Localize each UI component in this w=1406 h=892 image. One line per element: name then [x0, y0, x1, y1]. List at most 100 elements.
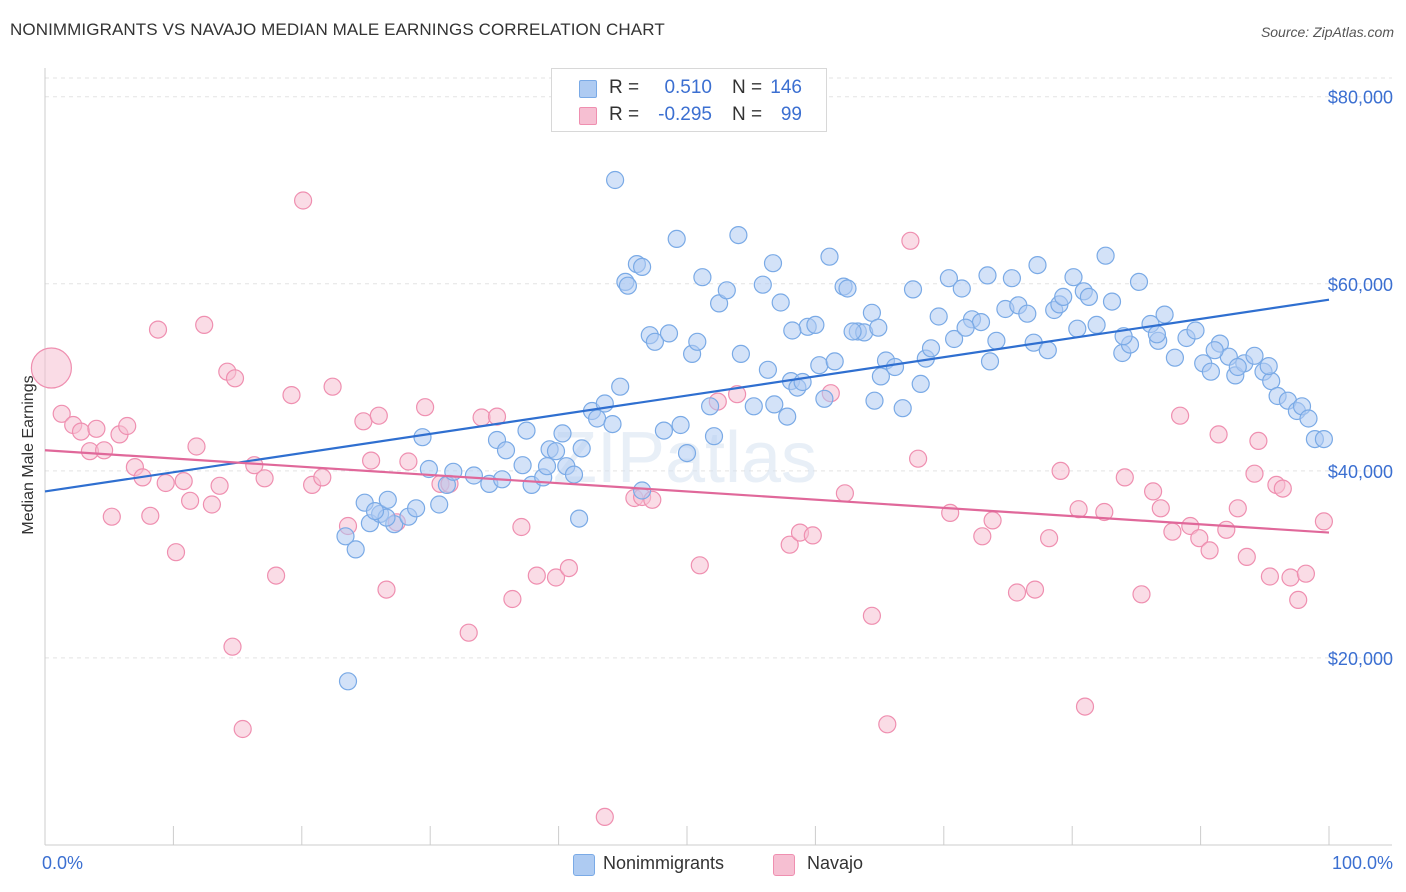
nonimmigrants-point: [1299, 409, 1318, 428]
nonimmigrants-point: [365, 502, 385, 521]
nonimmigrants-point: [952, 279, 971, 298]
navajo-point: [1260, 567, 1280, 586]
navajo-point: [1095, 502, 1114, 522]
nonimmigrants-point: [688, 332, 707, 351]
legend-row-navajo: R = -0.295 N = 99: [552, 101, 826, 129]
nonimmigrants-point: [911, 374, 930, 393]
navajo-point: [1181, 516, 1200, 536]
navajo-point: [472, 408, 491, 427]
navajo-point: [416, 398, 435, 417]
nonimmigrants-point: [1096, 246, 1115, 265]
navajo-point: [282, 386, 301, 405]
navajo-point: [30, 347, 73, 389]
navajo-point: [803, 526, 822, 545]
nonimmigrants-point: [413, 428, 432, 447]
nonimmigrants-point: [825, 352, 844, 371]
nonimmigrants-point: [654, 421, 674, 440]
nonimmigrants-point: [1064, 268, 1083, 287]
y-tick-label: $20,000: [1328, 649, 1393, 669]
navajo-point: [102, 507, 121, 526]
nonimmigrants-point: [765, 395, 784, 414]
navajo-point: [148, 320, 168, 339]
legend-r-value: 0.510: [664, 77, 712, 98]
legend-label-navajo: Navajo: [807, 853, 864, 873]
nonimmigrants-point: [929, 307, 948, 326]
navajo-point: [267, 566, 286, 585]
navajo-point: [156, 473, 175, 493]
nonimmigrants-point: [771, 293, 790, 312]
nonimmigrants-point: [758, 360, 778, 379]
nonimmigrants-point: [1102, 292, 1122, 311]
navajo-point: [369, 406, 388, 425]
nonimmigrants-point: [1068, 319, 1087, 338]
nonimmigrants-point: [1038, 341, 1057, 360]
navajo-point: [690, 556, 709, 575]
navajo-point: [1217, 520, 1236, 539]
nonimmigrants-point: [763, 254, 783, 273]
legend-swatch-blue: [573, 854, 595, 876]
nonimmigrants-point: [667, 229, 686, 248]
navajo-point: [546, 568, 566, 587]
nonimmigrants-point: [587, 409, 607, 428]
navajo-point: [118, 416, 137, 436]
navajo-point: [512, 517, 531, 537]
nonimmigrants-point: [569, 509, 589, 528]
legend-n-label: N =: [732, 104, 763, 125]
chart-title: NONIMMIGRANTS VS NAVAJO MEDIAN MALE EARN…: [10, 20, 665, 39]
nonimmigrants-point: [729, 226, 748, 245]
nonimmigrants-point: [1228, 357, 1247, 377]
y-tick-label: $40,000: [1328, 462, 1393, 482]
navajo-point: [187, 437, 206, 456]
navajo-point: [202, 495, 221, 514]
nonimmigrants-point: [903, 280, 923, 299]
legend-r-label: R =: [609, 77, 640, 98]
navajo-point: [1115, 468, 1134, 487]
nonimmigrants-point: [980, 352, 1000, 371]
navajo-point: [1007, 583, 1027, 602]
nonimmigrants-point: [783, 321, 802, 340]
navajo-point: [908, 449, 928, 468]
tick-labels: $20,000 $40,000 $60,000 $80,000 0.0% 100.0%: [42, 88, 1393, 873]
navajo-trend-line: [44, 449, 1330, 534]
navajo-point: [1143, 482, 1163, 501]
legend-r-label: R =: [609, 104, 640, 125]
nonimmigrants-point: [939, 269, 959, 288]
nonimmigrants-trend-line: [44, 298, 1330, 493]
y-tick-label: $60,000: [1328, 275, 1393, 295]
navajo-point: [1170, 406, 1190, 425]
navajo-point: [294, 191, 313, 210]
navajo-point: [1281, 568, 1300, 587]
nonimmigrants-point: [632, 257, 652, 276]
nonimmigrants-point: [1165, 348, 1185, 367]
nonimmigrants-point: [1205, 341, 1224, 360]
legend-r-value: -0.295: [658, 104, 712, 125]
correlation-legend: R = 0.510 N = 146 R = -0.295 N = 99: [551, 68, 827, 132]
x-tick-label: 0.0%: [42, 853, 83, 873]
nonimmigrants-point: [496, 441, 516, 460]
nonimmigrants-point: [336, 527, 355, 546]
navajo-point: [1209, 425, 1228, 444]
nonimmigrants-point: [731, 344, 751, 363]
nonimmigrants-point: [605, 170, 625, 190]
nonimmigrants-point: [1147, 325, 1167, 344]
navajo-point: [233, 719, 252, 739]
nonimmigrants-point: [1054, 287, 1073, 306]
navajo-point: [1190, 529, 1209, 548]
legend-swatch-blue: [579, 80, 597, 98]
nonimmigrants-point: [632, 481, 652, 500]
nonimmigrants-point: [753, 275, 772, 294]
navajo-point: [1296, 564, 1316, 583]
nonimmigrants-point: [517, 421, 536, 440]
nonimmigrants-point: [793, 372, 812, 392]
nonimmigrants-point: [1314, 430, 1334, 449]
nonimmigrants-point: [704, 427, 724, 446]
navajo-point: [225, 369, 245, 388]
nonimmigrants-point: [659, 324, 679, 343]
navajo-point: [1228, 499, 1247, 518]
nonimmigrants-point: [869, 318, 888, 337]
nonimmigrants-point: [838, 279, 857, 298]
navajo-point: [210, 476, 229, 495]
navajo-point: [255, 469, 274, 488]
navajo-point: [901, 231, 920, 250]
